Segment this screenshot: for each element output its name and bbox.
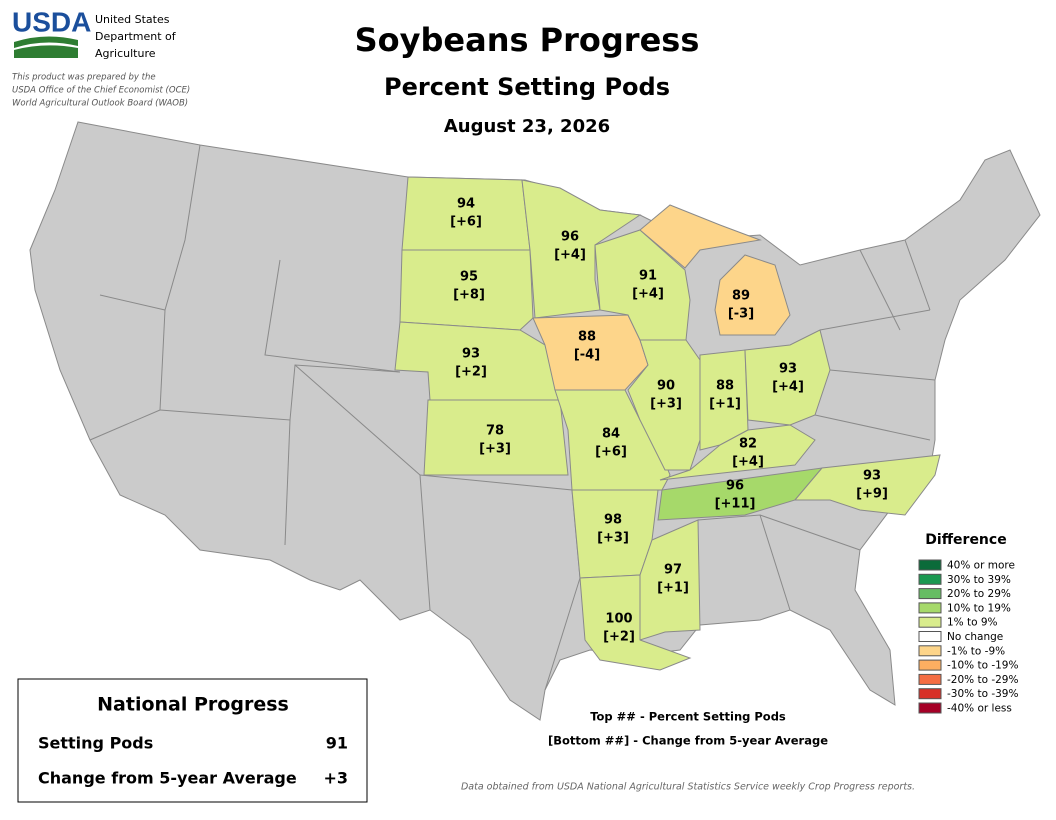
legend-label: 1% to 9%	[947, 617, 998, 629]
state-shape	[399, 249, 534, 331]
legend-label: -20% to -29%	[947, 674, 1018, 686]
legend-swatch	[918, 616, 942, 628]
state-value: 98	[604, 513, 622, 528]
state-change: [+1]	[657, 581, 689, 596]
national-value: +3	[323, 769, 348, 788]
state-value: 93	[863, 469, 881, 484]
state-value: 97	[664, 563, 682, 578]
legend-swatch	[918, 688, 942, 700]
legend-swatch	[918, 559, 942, 571]
state-shape	[579, 574, 692, 671]
state-value: 100	[605, 612, 632, 627]
note-line: USDA Office of the Chief Economist (OCE)	[12, 86, 190, 96]
legend-label: -1% to -9%	[947, 645, 1005, 657]
state-change: [+1]	[709, 397, 741, 412]
state-change: [+3]	[479, 442, 511, 457]
note-line: World Agricultural Outlook Board (WAOB)	[12, 99, 188, 109]
state-change: [+8]	[453, 288, 485, 303]
note-line: This product was prepared by the	[12, 73, 156, 83]
state-shape	[714, 254, 791, 336]
national-label: Setting Pods	[38, 734, 153, 753]
state-value: 90	[657, 379, 675, 394]
state-shape	[401, 176, 531, 251]
state-shape	[554, 389, 671, 491]
state-change: [+2]	[455, 365, 487, 380]
logo-field	[14, 45, 78, 58]
state-shape	[744, 329, 831, 426]
state-value: 93	[462, 347, 480, 362]
legend-swatch	[918, 573, 942, 585]
legend-title: Difference	[925, 532, 1006, 548]
date: August 23, 2026	[444, 116, 610, 137]
usda-logo: USDA	[12, 6, 91, 58]
legend-swatch	[918, 602, 942, 614]
legend: 40% or more 30% to 39% 20% to 29% 10% to 19…	[918, 559, 1018, 715]
state-value: 78	[486, 424, 504, 439]
title: Soybeans Progress	[355, 21, 700, 59]
legend-label: No change	[947, 631, 1003, 643]
subtitle: Percent Setting Pods	[384, 73, 670, 101]
legend-swatch	[918, 645, 942, 657]
agency-line: Department of	[95, 30, 177, 43]
state-change: [+4]	[632, 287, 664, 302]
states	[394, 176, 941, 671]
state-change: [+11]	[715, 497, 756, 512]
legend-swatch	[918, 673, 942, 685]
state-shape	[521, 179, 642, 319]
legend-label: 20% to 29%	[947, 588, 1011, 600]
state-shape	[639, 204, 762, 269]
state-value: 96	[726, 479, 744, 494]
state-labels: 94 [+6] 95 [+8] 93 [+2] 78 [+3] 96 [+4] 88 [-4] 84 [+…	[450, 197, 888, 645]
agency-logo-text: USDA	[12, 6, 91, 37]
state-shape	[657, 467, 824, 521]
agency-line: Agriculture	[95, 47, 156, 60]
state-change: [+6]	[450, 215, 482, 230]
national-label: Change from 5-year Average	[38, 769, 297, 788]
state-shape	[423, 399, 569, 476]
legend-label: 10% to 19%	[947, 602, 1011, 614]
key-line: Top ## - Percent Setting Pods	[590, 710, 786, 724]
legend-label: -30% to -39%	[947, 688, 1018, 700]
legend-label: 40% or more	[947, 560, 1015, 572]
national-title: National Progress	[97, 694, 289, 716]
agency-line: United States	[95, 13, 170, 26]
state-change: [+4]	[554, 248, 586, 263]
state-value: 82	[739, 437, 757, 452]
state-change: [+4]	[772, 380, 804, 395]
state-shape	[659, 424, 816, 481]
state-change: [-3]	[728, 307, 754, 322]
state-change: [+9]	[856, 487, 888, 502]
key-line: [Bottom ##] - Change from 5-year Average	[548, 734, 828, 748]
state-value: 84	[602, 427, 620, 442]
legend-swatch	[918, 702, 942, 714]
legend-label: 30% to 39%	[947, 574, 1011, 586]
legend-label: -40% or less	[947, 703, 1012, 715]
state-value: 93	[779, 362, 797, 377]
source: Data obtained from USDA National Agricul…	[461, 782, 915, 793]
logo-swoosh	[14, 36, 78, 48]
national-box	[17, 678, 368, 803]
state-change: [+4]	[732, 455, 764, 470]
legend-swatch	[918, 631, 942, 642]
state-change: [+2]	[603, 630, 635, 645]
state-shape	[793, 454, 941, 516]
state-shape	[627, 339, 701, 471]
state-value: 91	[639, 269, 657, 284]
state-change: [+6]	[595, 445, 627, 460]
state-value: 95	[460, 270, 478, 285]
state-change: [+3]	[597, 531, 629, 546]
state-value: 88	[578, 330, 596, 345]
state-change: [+3]	[650, 397, 682, 412]
national-value: 91	[326, 734, 348, 753]
state-value: 89	[732, 289, 750, 304]
state-value: 88	[716, 379, 734, 394]
state-change: [-4]	[574, 348, 600, 363]
legend-label: -10% to -19%	[947, 660, 1018, 672]
legend-swatch	[918, 659, 942, 671]
state-value: 96	[561, 230, 579, 245]
legend-swatch	[918, 588, 942, 600]
state-value: 94	[457, 197, 475, 212]
